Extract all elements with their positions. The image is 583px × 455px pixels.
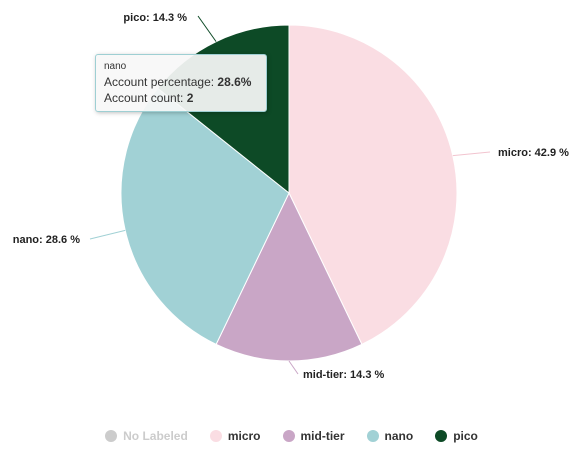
legend-item-mid-tier[interactable]: mid-tier	[282, 429, 345, 443]
tooltip-row-count: Account count: 2	[104, 90, 258, 106]
tooltip-row-percentage: Account percentage: 28.6%	[104, 74, 258, 90]
legend-label: No Labeled	[123, 429, 188, 443]
pie-slices	[120, 24, 458, 362]
legend-label: micro	[227, 429, 261, 443]
legend-marker	[209, 430, 222, 442]
tooltip-title: nano	[104, 61, 127, 72]
connector-micro	[452, 151, 491, 157]
data-label-mid-tier: mid-tier: 14.3 %	[303, 369, 385, 381]
legend-marker	[282, 430, 295, 442]
chart-legend: No Labeled micro mid-tier nano pico	[0, 427, 583, 445]
legend-label: mid-tier	[300, 429, 345, 443]
tooltip-percentage-label: Account percentage:	[104, 75, 218, 89]
legend-item-no-labeled[interactable]: No Labeled	[105, 429, 188, 443]
data-label-nano: nano: 28.6 %	[13, 234, 80, 246]
legend-marker	[366, 430, 379, 442]
legend-label: pico	[453, 429, 478, 443]
chart-tooltip: nano Account percentage: 28.6% Account c…	[95, 54, 267, 112]
legend-label: nano	[384, 429, 414, 443]
connector-pico	[197, 15, 217, 42]
legend-marker	[435, 430, 448, 442]
connector-nano	[89, 229, 126, 240]
data-label-pico: pico: 14.3 %	[123, 12, 187, 24]
tooltip-count-value: 2	[186, 91, 194, 105]
connector-mid-tier	[288, 360, 299, 375]
legend-item-nano[interactable]: nano	[366, 429, 414, 443]
legend-item-micro[interactable]: micro	[209, 429, 261, 443]
pie-labels: micro: 42.9 % mid-tier: 14.3 % nano: 28.6 …	[13, 12, 569, 381]
tooltip-count-label: Account count:	[104, 91, 187, 105]
legend-item-pico[interactable]: pico	[435, 429, 478, 443]
legend-marker	[105, 430, 118, 442]
data-label-micro: micro: 42.9 %	[498, 147, 569, 159]
tooltip-percentage-value: 28.6%	[217, 75, 252, 89]
